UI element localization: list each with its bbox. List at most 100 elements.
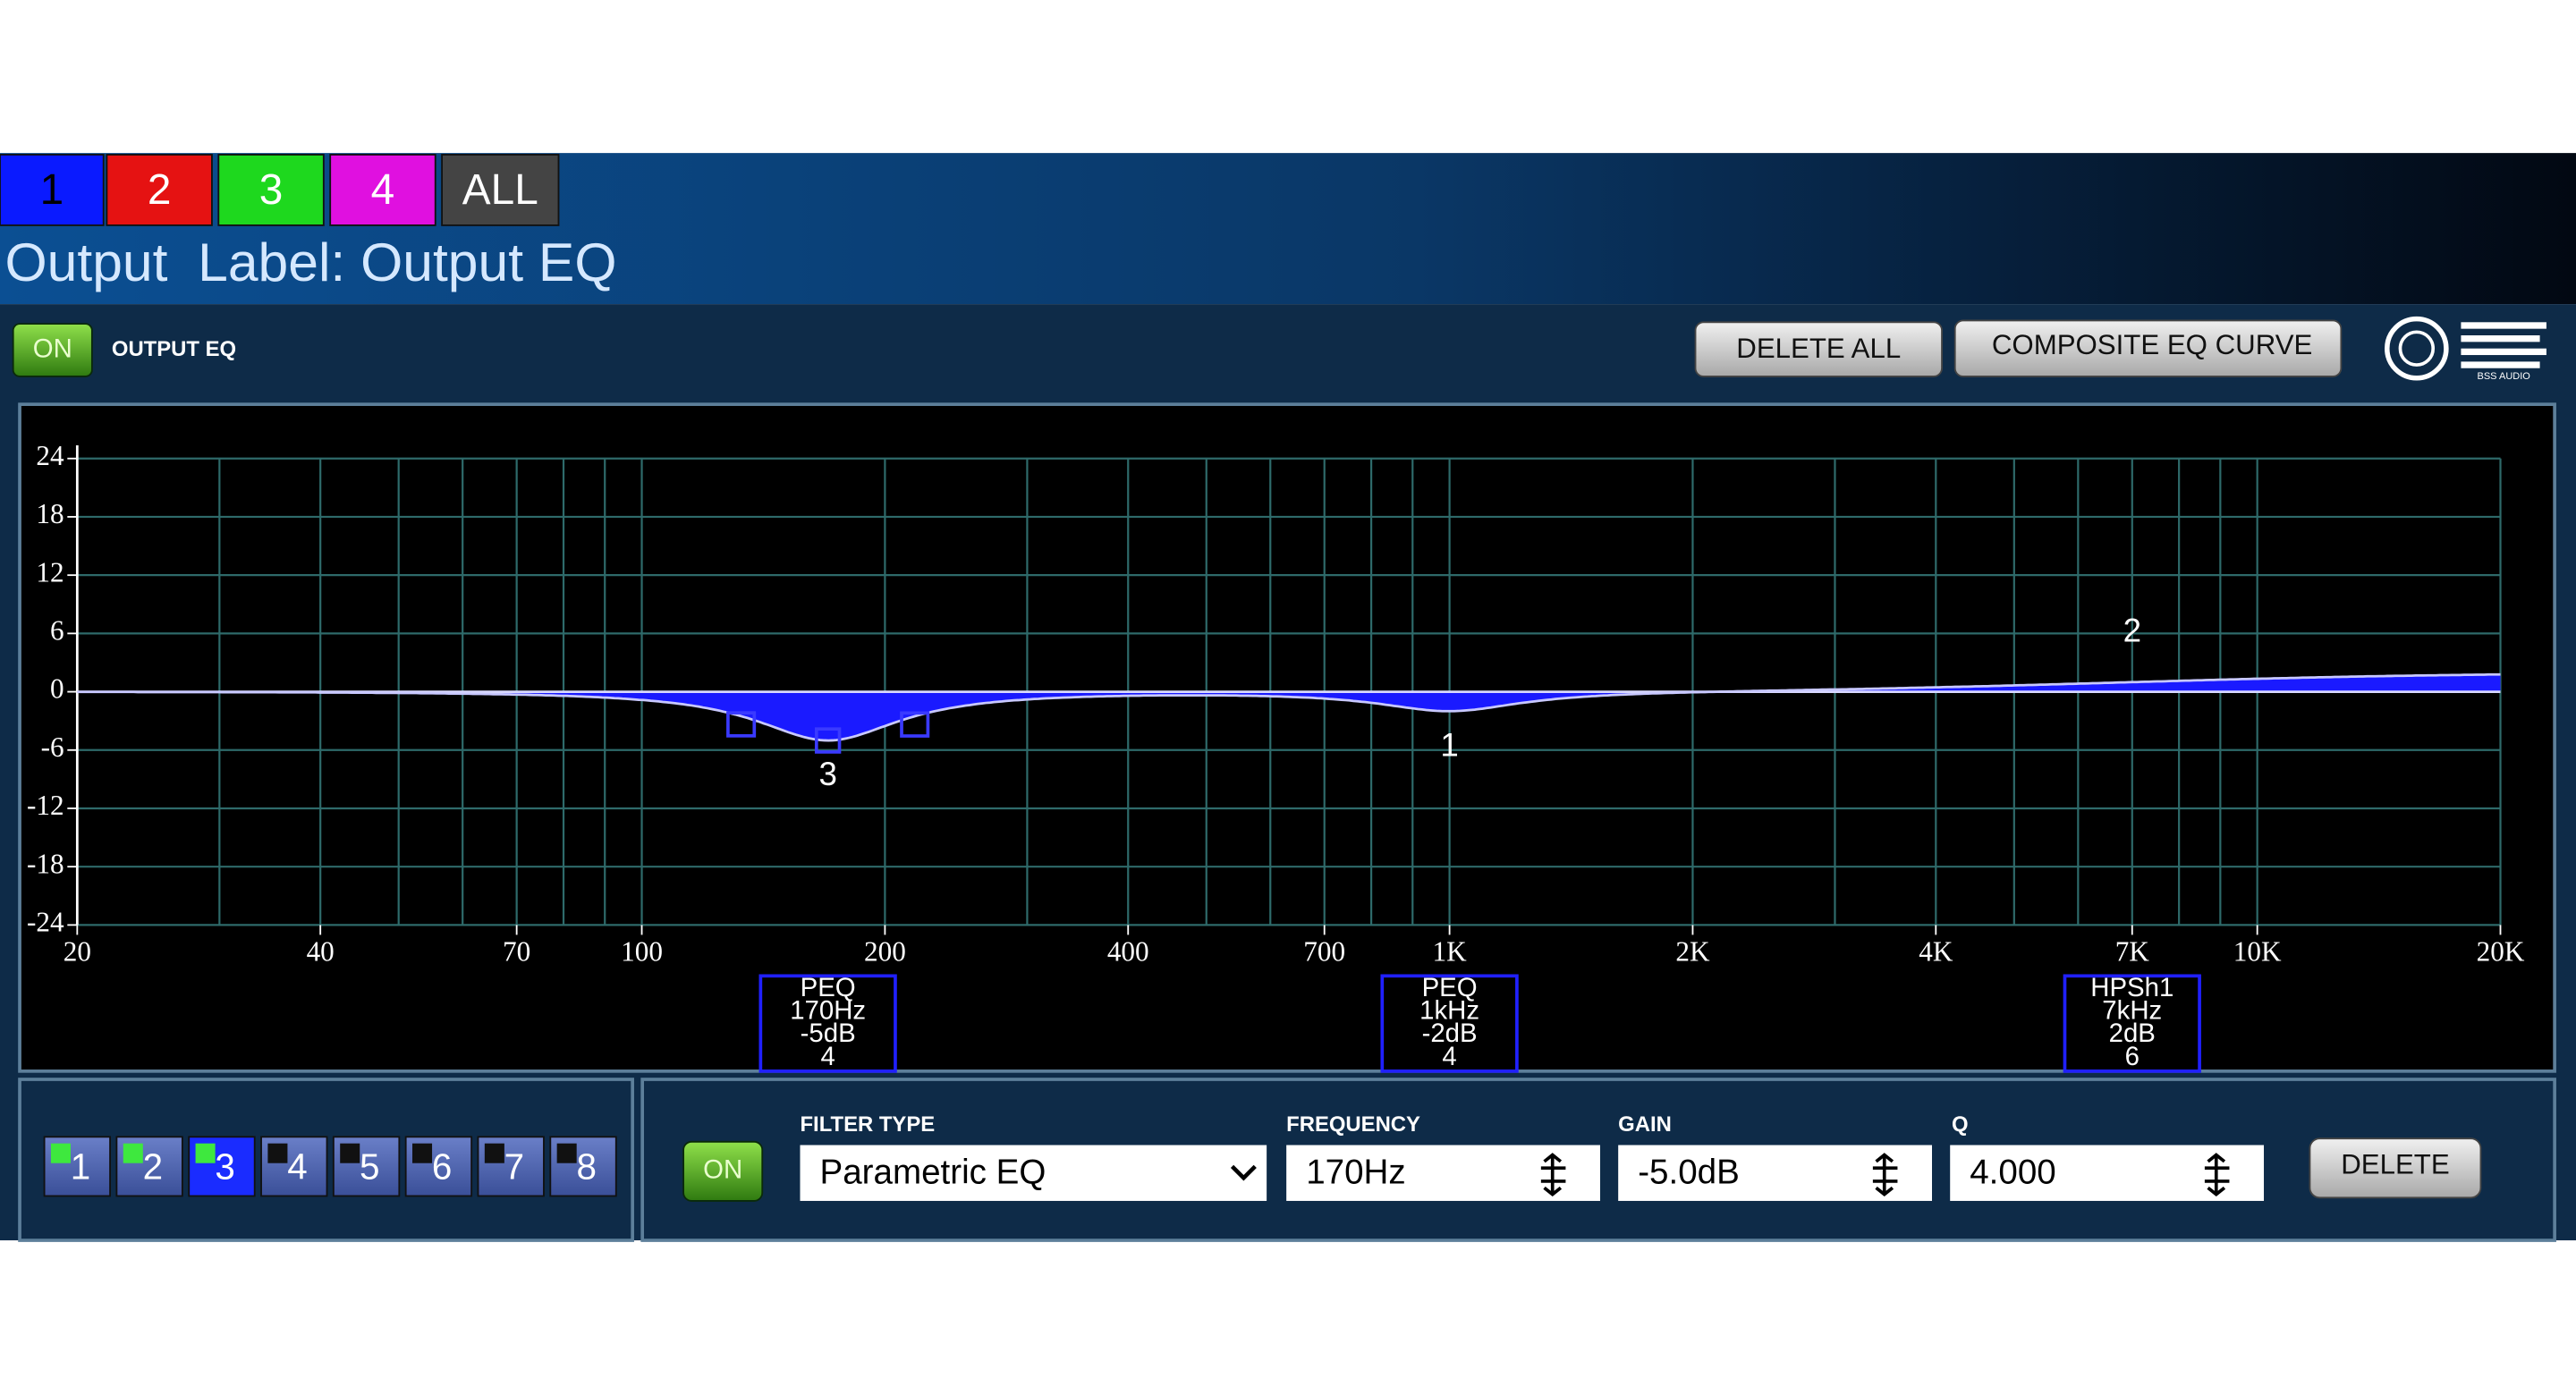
composite-button[interactable]	[1953, 319, 2343, 377]
band-button-label: 7	[504, 1146, 524, 1188]
filter-handle[interactable]	[814, 727, 842, 754]
output-label: Output Label: Output EQ	[5, 232, 617, 292]
x-tick-label: 200	[864, 936, 906, 968]
x-tick-label: 20	[64, 936, 91, 968]
x-tick-label: 70	[503, 936, 530, 968]
y-tick-label: -12	[27, 790, 64, 821]
filter-on-button[interactable]	[682, 1140, 764, 1202]
channel-tab[interactable]	[0, 154, 105, 226]
x-tick-label: 1K	[1433, 936, 1468, 968]
logo-text: BSS AUDIO	[2477, 371, 2530, 382]
x-tick-label: 100	[621, 936, 663, 968]
on-label: ON	[33, 334, 72, 363]
band-indicator	[556, 1143, 577, 1163]
band-button-label: 8	[576, 1146, 596, 1188]
y-tick-label: 0	[50, 673, 64, 705]
on-button[interactable]	[12, 323, 93, 377]
filter-type-select[interactable]	[800, 1145, 1267, 1201]
field-label: FILTER TYPE	[800, 1112, 935, 1137]
bandwidth-handle[interactable]	[726, 711, 757, 738]
y-tick-label: 12	[36, 556, 64, 588]
x-tick-label: 2K	[1675, 936, 1710, 968]
y-tick-label: -24	[27, 907, 64, 938]
band-button-label: 6	[432, 1146, 452, 1188]
logo-mark	[2461, 322, 2546, 368]
x-tick-label: 20K	[2477, 936, 2525, 968]
band-indicator	[123, 1143, 143, 1163]
channel-tab[interactable]	[217, 154, 325, 226]
delete-button[interactable]	[2309, 1137, 2482, 1199]
band-number: 1	[1440, 726, 1458, 763]
y-tick-label: 24	[36, 440, 64, 471]
y-tick-label: 18	[36, 498, 64, 529]
channel-tab-label: 2	[148, 166, 172, 214]
logo-circle	[2385, 316, 2449, 381]
channel-tab-label: 1	[40, 166, 64, 214]
band-indicator	[267, 1143, 288, 1163]
band-indicator	[412, 1143, 433, 1163]
spin-value: 4.000	[1970, 1154, 2056, 1192]
field-label: GAIN	[1618, 1112, 1672, 1137]
filter-on-label: ON	[703, 1155, 742, 1185]
band-button-label: 4	[287, 1146, 307, 1188]
spin-arrows[interactable]	[1872, 1153, 1898, 1196]
field-label: FREQUENCY	[1286, 1112, 1420, 1137]
band-indicator	[340, 1143, 360, 1163]
delete-label: DELETE	[2341, 1149, 2449, 1180]
filter-box-text: HPSh1	[2090, 973, 2174, 1002]
filter-box-text: -5dB	[801, 1019, 856, 1048]
band-indicator	[50, 1143, 71, 1163]
spin-arrows[interactable]	[2204, 1153, 2230, 1196]
spin-value: 170Hz	[1306, 1154, 1405, 1192]
eq-title: OUTPUT EQ	[112, 337, 236, 361]
filter-box-text: PEQ	[1422, 973, 1478, 1002]
filter-box-text: 1kHz	[1419, 996, 1479, 1026]
graph-area	[18, 402, 2556, 1073]
bandwidth-handle[interactable]	[900, 711, 930, 738]
filter-box-text: 4	[820, 1042, 835, 1071]
filter-box-text: 2dB	[2109, 1019, 2156, 1048]
filter-box-text: 170Hz	[790, 996, 866, 1026]
channel-tab-label: 3	[259, 166, 284, 214]
filter-box-text: 7kHz	[2102, 996, 2162, 1026]
x-tick-label: 7K	[2115, 936, 2150, 968]
spin-arrows[interactable]	[1540, 1153, 1566, 1196]
channel-tab[interactable]	[106, 154, 213, 226]
filter-box-text: PEQ	[801, 973, 856, 1002]
filter-box[interactable]	[1380, 974, 1519, 1073]
filter-box-text: 6	[2125, 1042, 2140, 1071]
channel-tab-label: ALL	[462, 166, 538, 214]
channel-tab-label: 4	[371, 166, 395, 214]
band-button-label: 2	[143, 1146, 163, 1188]
select-value: Parametric EQ	[820, 1154, 1046, 1192]
channel-tab[interactable]	[329, 154, 436, 226]
logo-inner	[2398, 330, 2436, 367]
select-arrow	[1230, 1164, 1257, 1181]
delete-all-button[interactable]	[1694, 321, 1943, 377]
channel-tab[interactable]	[441, 154, 560, 226]
y-tick-label: -18	[27, 848, 64, 879]
band-indicator	[195, 1143, 216, 1163]
band-indicator	[484, 1143, 504, 1163]
band-number: 2	[2123, 612, 2141, 648]
spin-value: -5.0dB	[1638, 1154, 1740, 1192]
filter-box[interactable]	[2063, 974, 2201, 1073]
band-button-label: 3	[215, 1146, 234, 1188]
filter-box-text: -2dB	[1422, 1019, 1478, 1048]
band-number: 3	[818, 756, 836, 792]
eq-curve	[77, 672, 2501, 742]
field-label: Q	[1952, 1112, 1969, 1137]
band-button-label: 5	[360, 1146, 379, 1188]
x-tick-label: 40	[307, 936, 335, 968]
composite-label: COMPOSITE EQ CURVE	[1992, 329, 2313, 360]
x-tick-label: 4K	[1919, 936, 1953, 968]
x-tick-label: 10K	[2233, 936, 2282, 968]
delete-all-label: DELETE ALL	[1736, 333, 1901, 364]
filter-box[interactable]	[758, 974, 897, 1073]
y-tick-label: 6	[50, 615, 64, 647]
filter-box-text: 4	[1442, 1042, 1456, 1071]
y-tick-label: -6	[41, 731, 64, 763]
x-tick-label: 700	[1303, 936, 1345, 968]
